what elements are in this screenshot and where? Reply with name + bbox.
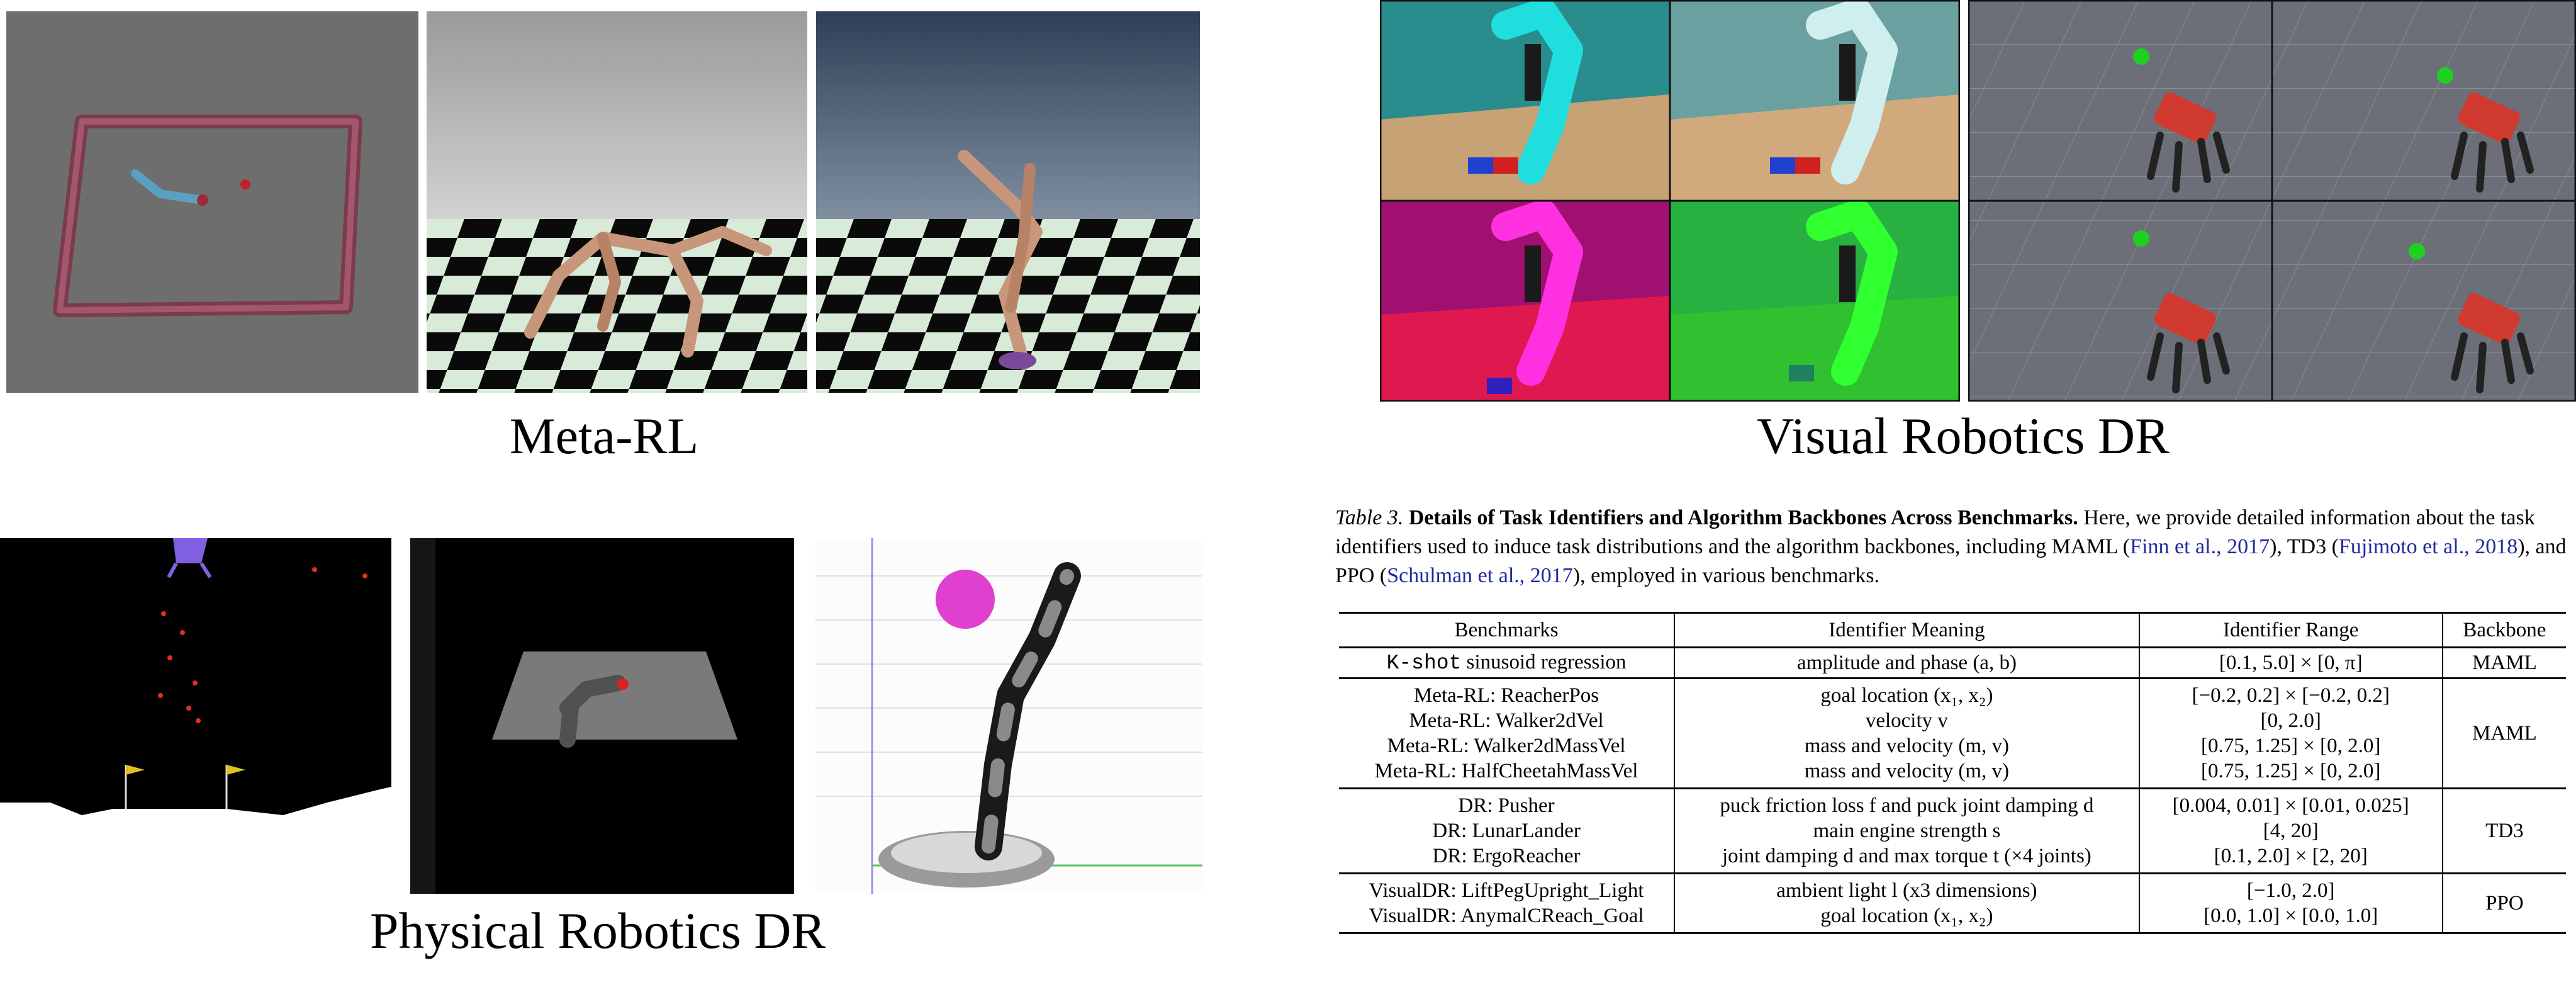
benchmark-cell: K-shot sinusoid regression bbox=[1339, 647, 1676, 679]
range-cell: [0.004, 0.01] × [0.01, 0.025] [4, 20] [0… bbox=[2139, 788, 2443, 874]
visual-dr-arm-grid-image bbox=[1380, 0, 1960, 402]
meaning-cell: goal location (x₁, x₂) velocity v mass a… bbox=[1674, 678, 2140, 789]
table-row: Meta-RL: ReacherPos Meta-RL: Walker2dVel… bbox=[1339, 678, 2566, 789]
header-backbone: Backbone bbox=[2442, 612, 2566, 648]
physical-dr-ergo-reacher-image bbox=[815, 538, 1202, 894]
table-caption-text-3: ), and PPO ( bbox=[1335, 535, 2567, 587]
table-label: Table 3. bbox=[1335, 506, 1404, 529]
table-row: DR: Pusher DR: LunarLander DR: ErgoReach… bbox=[1339, 788, 2566, 874]
backbone-cell: PPO bbox=[2485, 892, 2524, 915]
header-benchmarks: Benchmarks bbox=[1339, 612, 1676, 648]
physical-dr-lunar-lander-image bbox=[0, 538, 391, 894]
backbone-cell: MAML bbox=[2472, 651, 2537, 674]
range-cell: [−0.2, 0.2] × [−0.2, 0.2] [0, 2.0] [0.75… bbox=[2139, 678, 2443, 789]
table-title: Details of Task Identifiers and Algorith… bbox=[1408, 506, 2078, 529]
table-row: VisualDR: LiftPegUpright_Light VisualDR:… bbox=[1339, 873, 2566, 933]
meta-rl-cheetah-image bbox=[816, 11, 1200, 393]
meaning-cell: puck friction loss f and puck joint damp… bbox=[1674, 788, 2140, 874]
benchmarks-table: Benchmarks Identifier Meaning Identifier… bbox=[1339, 612, 2566, 934]
meta-rl-walker-image bbox=[427, 11, 807, 393]
table-caption-text-1: Here, we provide detailed information ab… bbox=[1335, 506, 2535, 558]
table-caption-text-4: ), employed in various benchmarks. bbox=[1572, 564, 1879, 587]
header-identifier-meaning: Identifier Meaning bbox=[1674, 612, 2140, 648]
visual-dr-anymal-grid-image bbox=[1968, 0, 2576, 402]
citation-ppo-link[interactable]: Schulman et al., 2017 bbox=[1387, 564, 1573, 587]
backbone-cell: MAML bbox=[2472, 722, 2537, 745]
table-caption-text-2: ), TD3 ( bbox=[2270, 535, 2339, 558]
table-caption: Table 3. Details of Task Identifiers and… bbox=[1335, 504, 2568, 590]
benchmark-cell: Meta-RL: ReacherPos Meta-RL: Walker2dVel… bbox=[1339, 678, 1676, 789]
visual-dr-caption: Visual Robotics DR bbox=[1757, 407, 2170, 465]
meaning-cell: amplitude and phase (a, b) bbox=[1674, 647, 2140, 679]
range-cell: [0.1, 5.0] × [0, π] bbox=[2139, 647, 2443, 679]
header-identifier-range: Identifier Range bbox=[2139, 612, 2443, 648]
meta-rl-reacher-image bbox=[6, 11, 418, 393]
meaning-cell: ambient light l (x3 dimensions) goal loc… bbox=[1674, 873, 2140, 933]
physical-dr-caption: Physical Robotics DR bbox=[369, 902, 826, 959]
range-cell: [−1.0, 2.0] [0.0, 1.0] × [0.0, 1.0] bbox=[2139, 873, 2443, 933]
meta-rl-caption: Meta-RL bbox=[509, 407, 699, 465]
table-header-row: Benchmarks Identifier Meaning Identifier… bbox=[1339, 612, 2566, 648]
citation-maml-link[interactable]: Finn et al., 2017 bbox=[2130, 535, 2270, 558]
physical-dr-pusher-image bbox=[410, 538, 794, 894]
benchmark-cell: DR: Pusher DR: LunarLander DR: ErgoReach… bbox=[1339, 788, 1676, 874]
backbone-cell: TD3 bbox=[2485, 820, 2524, 842]
benchmark-cell: VisualDR: LiftPegUpright_Light VisualDR:… bbox=[1339, 873, 1676, 933]
citation-td3-link[interactable]: Fujimoto et al., 2018 bbox=[2338, 535, 2518, 558]
kshot-rest: sinusoid regression bbox=[1461, 651, 1627, 674]
table-row: K-shot sinusoid regression amplitude and… bbox=[1339, 647, 2566, 679]
kshot-label: K-shot bbox=[1386, 651, 1462, 675]
